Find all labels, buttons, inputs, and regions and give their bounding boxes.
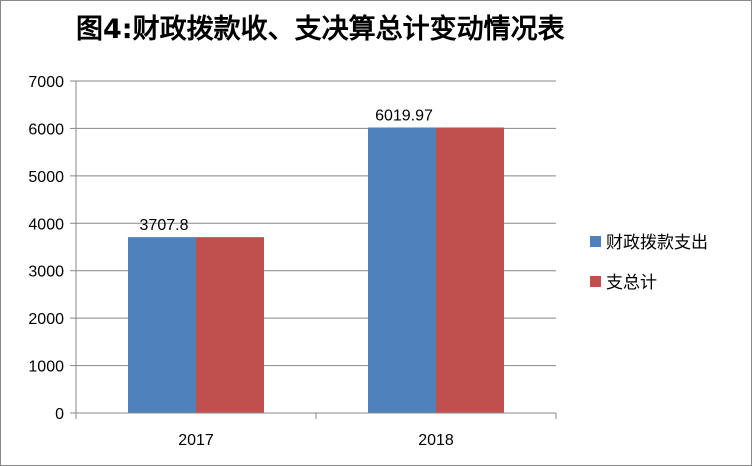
- data-label-2017: 3707.8: [140, 217, 189, 234]
- legend-label-2: 支总计: [606, 273, 657, 293]
- y-tick-label-4000: 4000: [28, 216, 64, 233]
- bar-2017-series-1: [128, 237, 196, 413]
- chart-title: 图4:财政拨款收、支决算总计变动情况表: [76, 13, 565, 45]
- bars: [128, 127, 504, 414]
- y-tick-label-3000: 3000: [28, 264, 64, 281]
- legend-swatch-1: [590, 236, 601, 247]
- data-label-2018: 6019.97: [375, 107, 433, 124]
- x-tick-label-2018: 2018: [418, 432, 454, 449]
- y-tick-label-1000: 1000: [28, 359, 64, 376]
- legend-swatch-2: [590, 276, 601, 287]
- axes: 0 1000 2000 3000 4000 5000 6000 7000 2017 2018: [28, 74, 557, 449]
- y-tick-label-0: 0: [55, 406, 64, 423]
- data-labels: 3707.8 6019.97: [140, 107, 433, 234]
- y-tick-label-2000: 2000: [28, 311, 64, 328]
- y-tick-label-5000: 5000: [28, 169, 64, 186]
- bar-2018-series-2: [436, 127, 504, 414]
- x-tick-label-2017: 2017: [178, 432, 214, 449]
- y-tick-label-6000: 6000: [28, 121, 64, 138]
- bar-2017-series-2: [196, 237, 264, 413]
- legend-label-1: 财政拨款支出: [606, 233, 708, 253]
- bar-2018-series-1: [368, 127, 436, 414]
- y-tick-label-7000: 7000: [28, 74, 64, 91]
